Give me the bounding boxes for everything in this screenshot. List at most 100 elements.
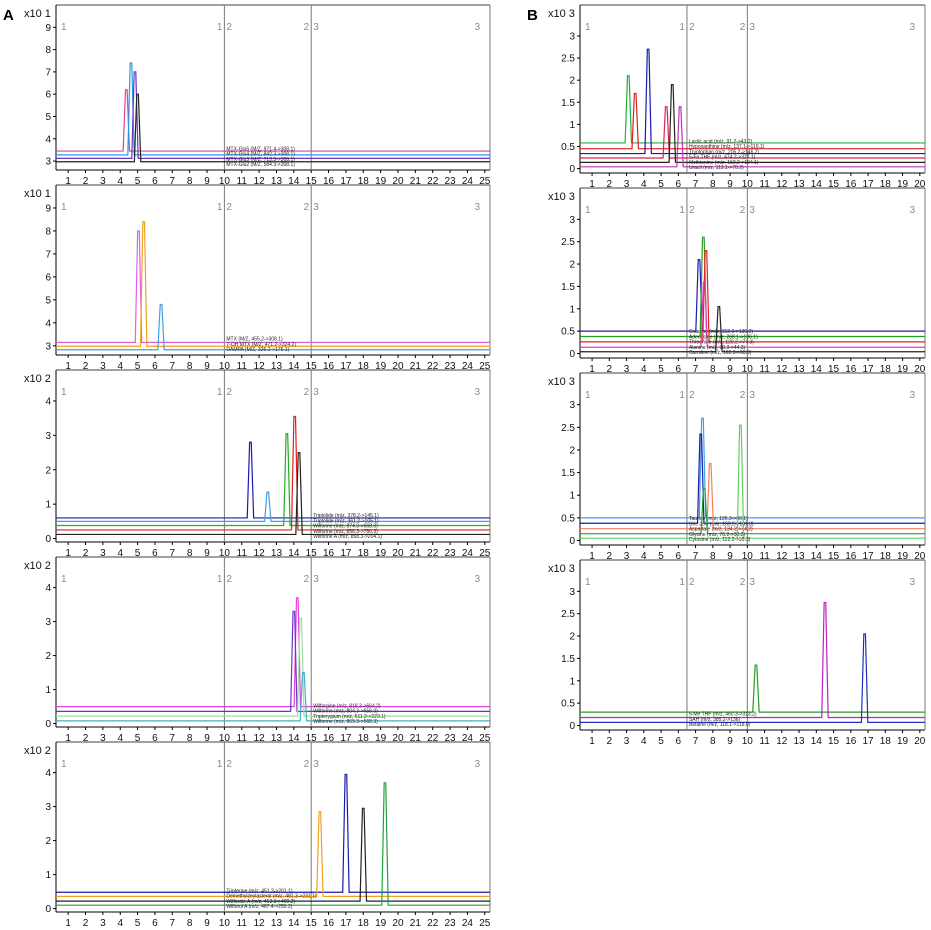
x-tick-label: 11 <box>237 361 248 372</box>
segment-label: 3 <box>909 22 915 33</box>
x-tick-label: 1 <box>589 736 595 747</box>
x-tick-label: 5 <box>135 176 141 187</box>
x-tick-label: 22 <box>427 733 439 744</box>
x-tick-label: 3 <box>100 361 106 372</box>
x-tick-label: 12 <box>776 364 788 375</box>
y-tick-label: 2 <box>45 465 51 476</box>
series-label: Cytosine (m/z, 112.2->95.3) <box>689 537 751 543</box>
series-label: Adenosine (m/z, 268.1->136.1) <box>689 334 758 340</box>
x-tick-label: 11 <box>759 736 770 747</box>
series-line <box>580 424 925 539</box>
x-tick-label: 21 <box>410 918 422 929</box>
segment-label: 1 <box>585 205 591 216</box>
y-tick-label: 0 <box>45 904 51 915</box>
y-tick-label: 7 <box>45 249 51 260</box>
x-tick-label: 16 <box>845 179 857 190</box>
series-label: Wilforine A (m/z, 858.3->204.1) <box>313 534 382 540</box>
series-line <box>56 491 490 522</box>
y-tick-label: 1 <box>569 304 575 315</box>
x-tick-label: 15 <box>828 179 840 190</box>
x-tick-label: 19 <box>375 733 387 744</box>
segment-label: 2 <box>304 387 310 398</box>
x-tick-label: 24 <box>462 361 474 372</box>
segment-label: 2 <box>689 577 695 588</box>
series-label: MTX-Glu2 (M/Z, 584.3->308.1) <box>226 162 295 168</box>
series-label: Methionine (m/z, 150.2->104.1) <box>689 160 759 166</box>
segment-label: 3 <box>909 205 915 216</box>
x-tick-label: 11 <box>759 364 770 375</box>
x-tick-label: 20 <box>392 361 404 372</box>
segment-label: 2 <box>689 22 695 33</box>
y-tick-label: 1.5 <box>561 654 575 665</box>
x-tick-label: 4 <box>117 176 123 187</box>
x-tick-label: 18 <box>358 733 370 744</box>
x-tick-label: 4 <box>117 548 123 559</box>
x-tick-label: 7 <box>693 551 699 562</box>
x-tick-label: 22 <box>427 918 439 929</box>
x-tick-label: 14 <box>288 733 300 744</box>
x-tick-label: 2 <box>83 176 89 187</box>
segment-label: 1 <box>61 22 67 33</box>
x-tick-label: 4 <box>641 551 647 562</box>
x-tick-label: 5 <box>135 361 141 372</box>
segment-label: 1 <box>61 387 67 398</box>
series-label: Uric acid (m/z, 169.2->141.3) <box>689 521 754 527</box>
segment-label: 2 <box>304 202 310 213</box>
chromatogram-7: x10 300.511.522.531 2 3 4 5 6 7 8 9 10 11 12 13 14 15 1… <box>548 187 926 375</box>
x-tick-label: 12 <box>254 176 266 187</box>
y-tick-label: 3 <box>45 157 51 168</box>
x-tick-label: 10 <box>219 548 231 559</box>
x-tick-label: 20 <box>914 551 926 562</box>
series-line <box>56 441 490 519</box>
y-multiplier: x10 2 <box>24 560 51 572</box>
segment-label: 2 <box>689 205 695 216</box>
y-tick-label: 1 <box>569 676 575 687</box>
x-tick-label: 8 <box>710 551 716 562</box>
series-line <box>56 303 490 351</box>
segment-label: 1 <box>61 202 67 213</box>
series-label: MTX-Glu3 (M/Z, 713.3->308.1) <box>226 157 295 163</box>
x-tick-label: 10 <box>742 551 754 562</box>
x-tick-label: 23 <box>445 733 457 744</box>
series-label: MTX-Glu4 (M/Z, 842.3->308.1) <box>226 152 295 158</box>
series-label: 5-Fo THF (m/z, 474.2->327.1) <box>689 155 756 161</box>
series-line <box>580 417 925 519</box>
x-tick-label: 18 <box>880 179 892 190</box>
series-line <box>580 106 925 159</box>
x-tick-label: 18 <box>880 364 892 375</box>
x-tick-label: 22 <box>427 361 439 372</box>
x-tick-label: 5 <box>135 733 141 744</box>
x-tick-label: 15 <box>828 364 840 375</box>
segment-label: 1 <box>61 759 67 770</box>
y-tick-label: 5 <box>45 112 51 123</box>
y-tick-label: 4 <box>45 583 51 594</box>
series-line <box>580 601 925 719</box>
y-tick-label: 0 <box>569 349 575 360</box>
y-multiplier: x10 3 <box>548 191 575 203</box>
x-tick-label: 22 <box>427 176 439 187</box>
x-tick-label: 18 <box>880 551 892 562</box>
segment-label: 3 <box>749 205 755 216</box>
x-tick-label: 3 <box>100 733 106 744</box>
segment-label: 1 <box>61 574 67 585</box>
series-line <box>56 221 490 347</box>
x-tick-label: 9 <box>727 179 733 190</box>
y-tick-label: 1.5 <box>561 468 575 479</box>
x-tick-label: 6 <box>676 179 682 190</box>
x-tick-label: 9 <box>727 551 733 562</box>
segment-label: 1 <box>217 574 223 585</box>
chromatogram-6: x10 300.511.522.531 2 3 4 5 6 7 8 9 10 11 12 13 14 15 1… <box>548 4 926 190</box>
x-tick-label: 21 <box>410 176 422 187</box>
x-tick-label: 2 <box>83 733 89 744</box>
x-tick-label: 21 <box>410 548 422 559</box>
x-tick-label: 13 <box>794 364 806 375</box>
segment-label: 1 <box>679 390 685 401</box>
x-tick-label: 21 <box>410 733 422 744</box>
series-label: Tripterygium (m/z, 511.2->223.1) <box>313 714 386 720</box>
x-tick-label: 12 <box>254 548 266 559</box>
y-tick-label: 3 <box>569 400 575 411</box>
x-tick-label: 1 <box>589 179 595 190</box>
segment-label: 2 <box>226 387 232 398</box>
